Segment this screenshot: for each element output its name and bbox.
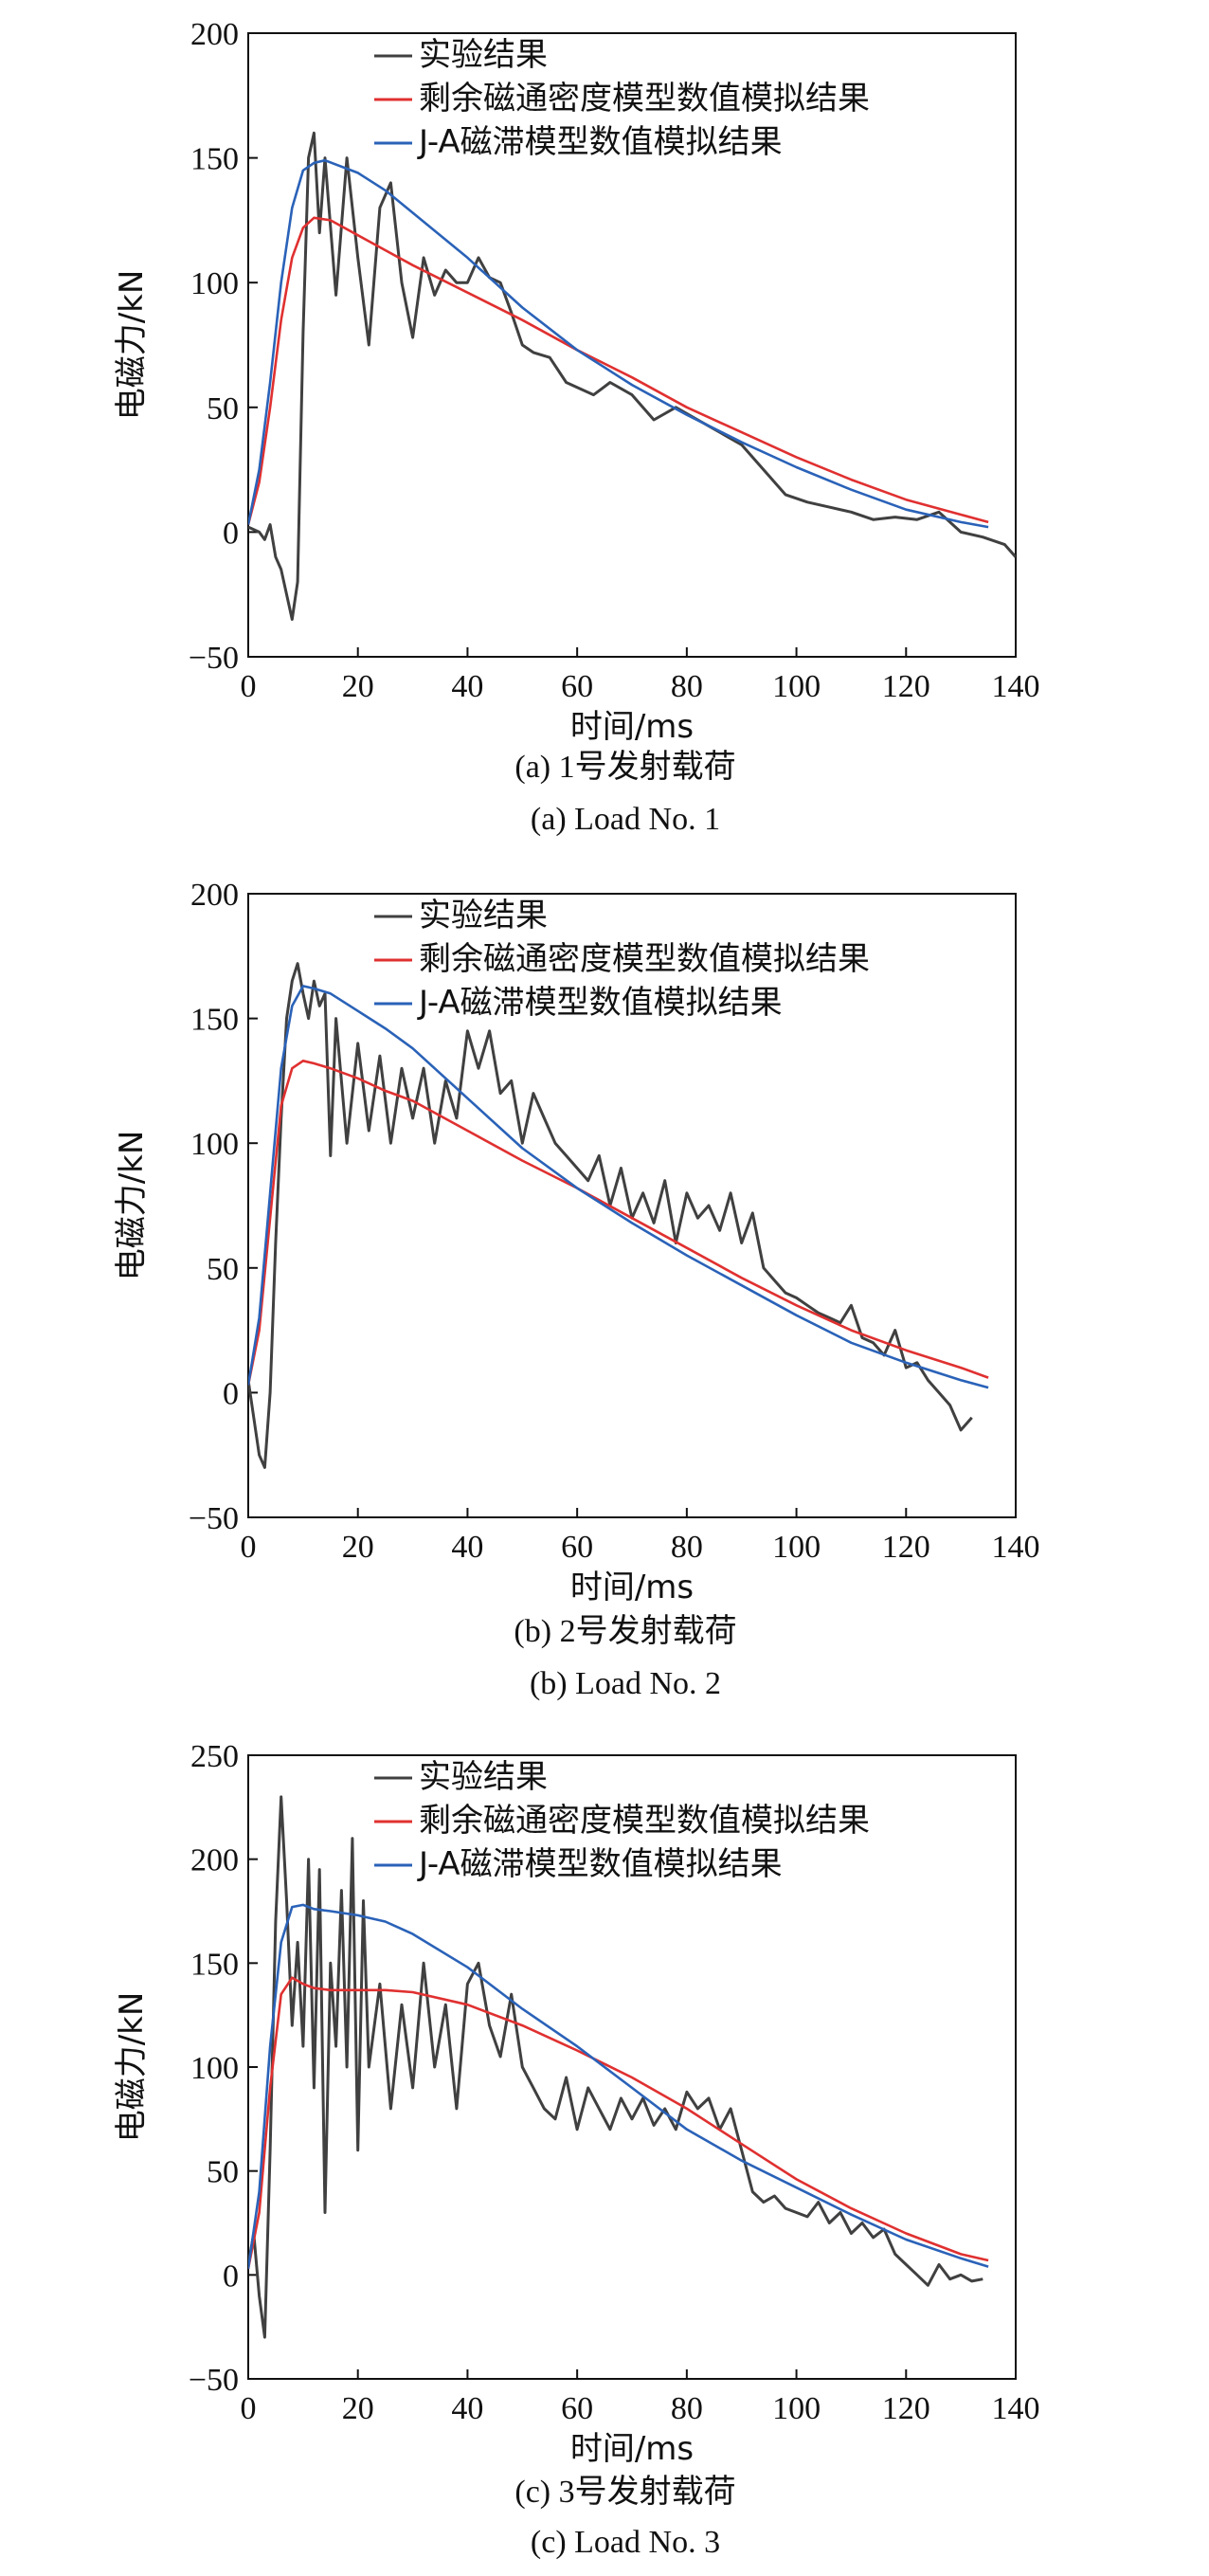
x-tick-label: 60	[561, 669, 593, 704]
legend-label-residual: 剩余磁通密度模型数值模拟结果	[419, 1802, 870, 1840]
x-tick-label: 40	[451, 2391, 483, 2426]
x-tick-label: 0	[241, 669, 257, 704]
y-tick-label: 100	[190, 2051, 239, 2086]
x-tick-label: 120	[882, 1530, 930, 1565]
series-line-residual	[248, 1060, 989, 1386]
series-line-ja	[248, 158, 989, 529]
y-tick-label: 0	[223, 1376, 239, 1411]
y-tick-label: 250	[190, 1739, 239, 1774]
y-tick-label: 150	[190, 1947, 239, 1982]
x-tick-label: 80	[671, 669, 703, 704]
plot-frame	[247, 893, 1017, 1518]
caption-en: (a) Load No. 1	[531, 802, 720, 837]
series-line-ja	[248, 985, 989, 1389]
legend-label-experiment: 实验结果	[419, 897, 548, 934]
y-tick-label: 200	[190, 17, 239, 52]
y-tick-label: −50	[189, 641, 239, 676]
y-tick-label: 150	[190, 1003, 239, 1038]
x-tick-label: 60	[561, 2391, 593, 2426]
y-axis-label: 电磁力/kN	[113, 1131, 151, 1281]
y-tick-label: 0	[223, 2259, 239, 2294]
y-axis-label: 电磁力/kN	[113, 270, 151, 421]
x-tick-label: 60	[561, 1530, 593, 1565]
legend-label-ja: J-A磁滞模型数值模拟结果	[417, 1845, 783, 1883]
x-tick-label: 120	[882, 2391, 930, 2426]
x-tick-label: 100	[772, 1530, 821, 1565]
caption-cn: (b) 2号发射载荷	[514, 1613, 736, 1649]
x-tick-label: 0	[241, 1530, 257, 1565]
caption-en: (b) Load No. 2	[530, 1666, 721, 1701]
x-tick-label: 100	[772, 2391, 821, 2426]
y-tick-label: 50	[207, 391, 239, 426]
x-tick-label: 140	[992, 2391, 1040, 2426]
y-tick-label: 200	[190, 878, 239, 913]
y-tick-label: 50	[207, 1252, 239, 1287]
y-tick-label: 0	[223, 516, 239, 551]
series-line-ja	[248, 1903, 989, 2269]
series-line-experiment	[248, 1795, 983, 2339]
x-tick-label: 80	[671, 2391, 703, 2426]
x-tick-label: 140	[992, 669, 1040, 704]
x-tick-label: 0	[241, 2391, 257, 2426]
y-tick-label: −50	[189, 1501, 239, 1536]
x-tick-label: 20	[342, 2391, 374, 2426]
x-tick-label: 20	[342, 1530, 374, 1565]
y-tick-label: 50	[207, 2155, 239, 2190]
series-line-experiment	[248, 962, 973, 1469]
y-tick-label: 150	[190, 142, 239, 177]
legend-label-residual: 剩余磁通密度模型数值模拟结果	[419, 80, 870, 118]
x-tick-label: 100	[772, 669, 821, 704]
y-tick-label: 200	[190, 1843, 239, 1878]
legend-label-experiment: 实验结果	[419, 36, 548, 74]
legend-label-residual: 剩余磁通密度模型数值模拟结果	[419, 940, 870, 978]
series-line-residual	[248, 1976, 989, 2270]
y-tick-label: −50	[189, 2363, 239, 2398]
legend-label-experiment: 实验结果	[419, 1758, 548, 1796]
x-tick-label: 120	[882, 669, 930, 704]
x-tick-label: 20	[342, 669, 374, 704]
x-tick-label: 140	[992, 1530, 1040, 1565]
plot-frame	[247, 32, 1017, 658]
x-tick-label: 80	[671, 1530, 703, 1565]
x-tick-label: 40	[451, 1530, 483, 1565]
caption-cn: (a) 1号发射载荷	[514, 749, 735, 785]
y-tick-label: 100	[190, 266, 239, 301]
x-axis-label: 时间/ms	[570, 1569, 694, 1606]
legend-label-ja: J-A磁滞模型数值模拟结果	[417, 123, 783, 161]
caption-en: (c) Load No. 3	[531, 2525, 720, 2560]
y-axis-label: 电磁力/kN	[113, 1992, 151, 2143]
caption-cn: (c) 3号发射载荷	[514, 2474, 735, 2510]
legend-label-ja: J-A磁滞模型数值模拟结果	[417, 984, 783, 1022]
series-line-residual	[248, 216, 989, 525]
x-axis-label: 时间/ms	[570, 2430, 694, 2468]
chart-panel-2: 0 20 40 60 80 100 120 140−50050100150200时间/ms电磁…	[113, 878, 1040, 1701]
y-tick-label: 100	[190, 1127, 239, 1162]
chart-panel-3: 0 20 40 60 80 100 120 140−50050100150200250时间/m…	[113, 1739, 1040, 2560]
x-axis-label: 时间/ms	[570, 708, 694, 746]
chart-panel-1: 0 20 40 60 80 100 120 140−50050100150200时间/ms电磁…	[113, 17, 1040, 837]
x-tick-label: 40	[451, 669, 483, 704]
